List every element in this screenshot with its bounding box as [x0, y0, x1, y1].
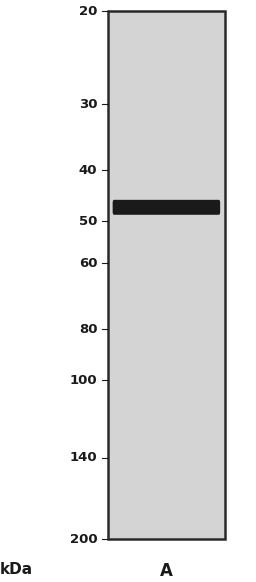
Text: 60: 60 [79, 257, 97, 270]
Text: 80: 80 [79, 323, 97, 336]
Text: A: A [160, 562, 173, 580]
Ellipse shape [114, 202, 219, 212]
Text: 100: 100 [70, 374, 97, 387]
Text: kDa: kDa [0, 562, 33, 577]
Text: 50: 50 [79, 215, 97, 228]
Text: 30: 30 [79, 98, 97, 111]
FancyBboxPatch shape [113, 200, 220, 215]
Text: 200: 200 [70, 533, 97, 546]
Text: 140: 140 [70, 451, 97, 464]
Text: 40: 40 [79, 164, 97, 177]
Bar [108, 12, 225, 540]
Text: 20: 20 [79, 5, 97, 18]
